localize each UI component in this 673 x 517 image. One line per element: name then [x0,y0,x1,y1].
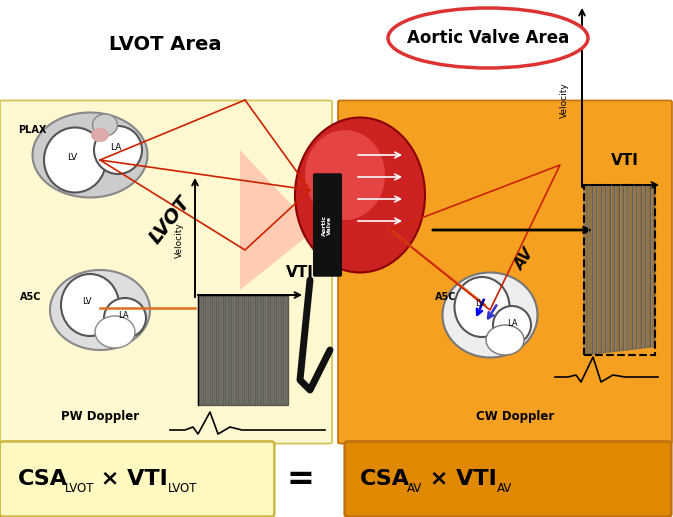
Polygon shape [217,295,223,405]
Text: =: = [286,463,314,495]
Polygon shape [256,295,262,405]
Polygon shape [624,185,629,350]
Polygon shape [281,295,288,405]
Ellipse shape [92,114,118,136]
Text: CSA: CSA [18,469,68,489]
Text: LA: LA [110,143,122,151]
Polygon shape [223,295,230,405]
Text: PLAX: PLAX [18,125,46,135]
Ellipse shape [305,130,385,220]
Polygon shape [588,185,593,355]
Text: AV: AV [497,482,512,495]
Ellipse shape [50,270,150,350]
Polygon shape [269,295,275,405]
Text: VTI: VTI [286,265,314,280]
Text: AV: AV [512,246,538,273]
Polygon shape [230,295,237,405]
Ellipse shape [443,272,538,357]
Polygon shape [593,185,598,354]
Ellipse shape [104,298,146,338]
Text: LVOT Area: LVOT Area [109,35,221,54]
Polygon shape [633,185,637,349]
Text: AV: AV [407,482,422,495]
Polygon shape [651,185,655,347]
Ellipse shape [486,325,524,355]
Polygon shape [243,295,250,405]
Text: LV: LV [82,297,92,307]
Polygon shape [584,185,588,355]
FancyBboxPatch shape [314,174,341,276]
Ellipse shape [44,128,106,192]
Polygon shape [262,295,269,405]
Text: Aortic
Valve: Aortic Valve [322,215,332,236]
Text: LV: LV [475,298,485,308]
Polygon shape [606,185,610,353]
Polygon shape [610,185,615,352]
Ellipse shape [493,306,531,344]
Text: LVOT: LVOT [65,482,94,495]
Text: A5C: A5C [20,292,42,302]
Polygon shape [602,185,606,353]
Bar [584,185,655,355]
Text: LVOT: LVOT [146,193,194,247]
Ellipse shape [95,316,135,348]
Ellipse shape [295,117,425,272]
Text: Aortic Valve Area: Aortic Valve Area [407,29,569,47]
Text: × VTI: × VTI [422,469,497,489]
Polygon shape [637,185,641,348]
Text: LA: LA [507,318,518,327]
Polygon shape [629,185,633,349]
Polygon shape [641,185,646,348]
Polygon shape [205,295,211,405]
Text: × VTI: × VTI [93,469,168,489]
Text: VTI: VTI [610,153,639,168]
Ellipse shape [454,277,509,337]
Ellipse shape [94,126,142,174]
Polygon shape [646,185,651,347]
Ellipse shape [32,113,147,197]
Polygon shape [275,295,281,405]
Text: LVOT: LVOT [168,482,197,495]
FancyBboxPatch shape [0,100,332,444]
Text: CSA: CSA [360,469,410,489]
Polygon shape [237,295,243,405]
Text: A5C: A5C [435,292,456,302]
Text: CW Doppler: CW Doppler [476,410,554,423]
Polygon shape [240,150,315,290]
FancyBboxPatch shape [0,442,275,516]
Ellipse shape [61,274,119,336]
Polygon shape [598,185,602,354]
Text: PW Doppler: PW Doppler [61,410,139,423]
FancyBboxPatch shape [345,442,672,516]
FancyBboxPatch shape [338,100,672,444]
Polygon shape [211,295,217,405]
Polygon shape [250,295,256,405]
Polygon shape [620,185,624,351]
Ellipse shape [91,128,109,142]
Ellipse shape [388,8,588,68]
Text: LA: LA [118,312,129,321]
Polygon shape [615,185,620,351]
Text: Velocity: Velocity [559,82,569,118]
Polygon shape [198,295,205,405]
Text: Velocity: Velocity [174,222,184,258]
Text: LV: LV [67,153,77,161]
